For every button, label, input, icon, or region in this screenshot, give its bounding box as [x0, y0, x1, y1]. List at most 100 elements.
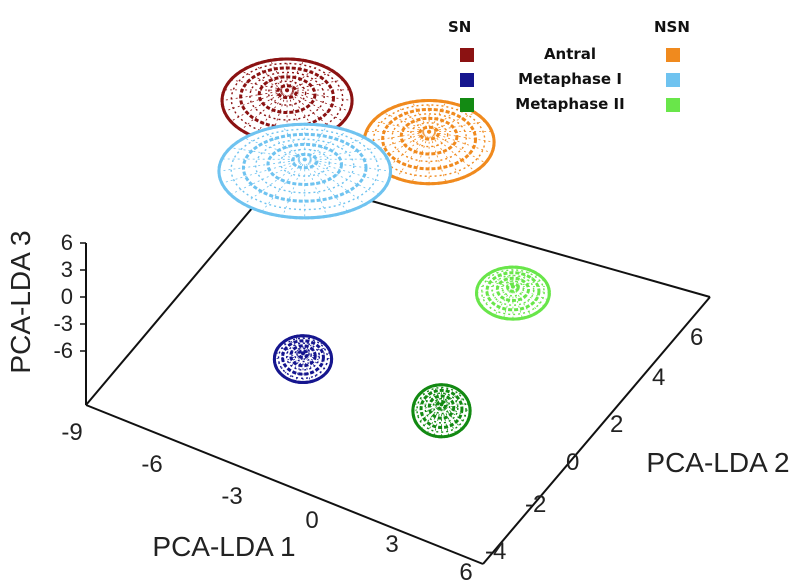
cluster-meridian	[286, 89, 350, 112]
cluster-metaphase-i-nsn	[217, 122, 393, 220]
cluster-contour	[418, 125, 440, 141]
cluster-meridian	[275, 352, 304, 366]
cluster-meridian	[486, 286, 514, 312]
cluster-meridian	[286, 89, 334, 131]
x-tick-label: 0	[305, 507, 318, 534]
cluster-meridian	[441, 404, 457, 434]
cluster-meridian	[295, 336, 304, 354]
cluster-metaphase-i-sn	[272, 334, 334, 385]
y-tick-label: -4	[485, 538, 506, 565]
z-tick-label: 6	[61, 230, 73, 255]
cluster-meridian	[512, 286, 549, 301]
y-tick-label: 6	[690, 324, 703, 351]
cluster-meridian	[304, 159, 388, 184]
cluster-meridian	[411, 101, 430, 132]
z-axis-ticks	[80, 242, 86, 352]
cluster-contour	[249, 71, 325, 121]
legend-swatch-sn	[460, 98, 474, 112]
cluster-meridian	[426, 404, 442, 434]
cluster-meridian	[302, 352, 324, 376]
y-tick-labels: -4 -2 0 2 4 6	[485, 324, 703, 565]
cluster-ellipsoids	[217, 57, 551, 439]
cluster-meridian	[512, 286, 539, 312]
cluster-meridian	[224, 89, 288, 112]
cluster-meridian	[476, 286, 514, 294]
x-tick-label: -9	[61, 419, 82, 446]
cluster-meridian	[441, 397, 467, 405]
cluster-meridian	[512, 286, 550, 294]
cluster-contour	[435, 400, 448, 411]
cluster-meridian	[282, 352, 304, 376]
cluster-meridian	[428, 105, 462, 133]
z-tick-labels: 6 3 0 -3 -6	[53, 230, 73, 363]
cluster-meridian	[282, 342, 304, 354]
cluster-meridian	[304, 159, 348, 212]
cluster-meridian	[441, 403, 467, 425]
y-axis-title: PCA-LDA 2	[646, 447, 789, 478]
cluster-meridian	[282, 125, 306, 160]
cluster-meridian	[286, 70, 334, 91]
legend-swatch-sn	[460, 73, 474, 87]
cluster-contour	[276, 84, 298, 100]
z-axis-title: PCA-LDA 3	[5, 230, 36, 373]
legend-swatch-nsn	[666, 98, 680, 112]
cluster-meridian	[416, 397, 442, 405]
legend-row-metaphase-i: Metaphase I	[440, 69, 700, 91]
cluster-metaphase-ii-nsn	[475, 265, 551, 321]
cluster-meridian	[441, 404, 450, 437]
cluster-meridian	[221, 159, 305, 184]
cluster-meridian	[372, 131, 430, 164]
axes-frame	[85, 174, 711, 565]
cluster-meridian	[441, 385, 450, 405]
cluster-meridian	[396, 105, 430, 133]
z-tick-label: 3	[61, 257, 73, 282]
cluster-meridian	[512, 286, 545, 307]
cluster-meridian	[302, 342, 324, 354]
x-tick-label: 6	[459, 559, 472, 582]
cluster-meridian	[288, 338, 304, 354]
cluster-contour	[289, 344, 317, 368]
y-tick-label: 0	[566, 449, 579, 476]
cluster-contour	[294, 347, 312, 363]
cluster-meridian	[302, 336, 311, 354]
cluster-meridian	[512, 270, 532, 287]
cluster-contour	[391, 113, 467, 163]
cluster-meridian	[254, 64, 288, 91]
cluster-meridian	[481, 286, 514, 307]
legend-label-antral: Antral	[543, 45, 597, 63]
cluster-meridian	[512, 267, 523, 287]
cluster-meridian	[230, 159, 305, 195]
cluster-meridian	[269, 60, 288, 91]
cluster-meridian	[302, 347, 328, 354]
cluster-meridian	[287, 89, 353, 101]
cluster-meridian	[278, 352, 304, 372]
legend-header-nsn: NSN	[654, 18, 690, 36]
z-tick-label: -6	[53, 338, 73, 363]
cluster-meridian	[413, 403, 442, 418]
z-tick-label: 0	[61, 284, 73, 309]
cluster-meridian	[429, 131, 495, 143]
cluster-antral-sn	[220, 57, 354, 144]
legend-row-metaphase-ii: Metaphase II	[440, 94, 700, 116]
cluster-contour	[411, 383, 472, 439]
cluster-meridian	[269, 90, 288, 141]
cluster-meridian	[428, 112, 476, 133]
cluster-meridian	[512, 286, 532, 316]
x-tick-label: -6	[141, 451, 162, 478]
cluster-meridian	[441, 403, 470, 418]
legend-label-metaphase-ii: Metaphase II	[515, 95, 625, 113]
cluster-meridian	[411, 131, 430, 183]
cluster-meridian	[494, 270, 514, 287]
cluster-meridian	[503, 286, 514, 319]
cluster-meridian	[512, 279, 545, 287]
x-axis-title: PCA-LDA 1	[152, 531, 295, 562]
cluster-meridian	[494, 286, 514, 316]
cluster-meridian	[230, 89, 288, 122]
cluster-meridian	[364, 131, 430, 143]
cluster-metaphase-ii-sn	[411, 383, 472, 439]
cluster-meridian	[261, 159, 306, 212]
cluster-meridian	[286, 89, 344, 122]
cluster-meridian	[302, 352, 331, 366]
cluster-meridian	[304, 125, 328, 160]
